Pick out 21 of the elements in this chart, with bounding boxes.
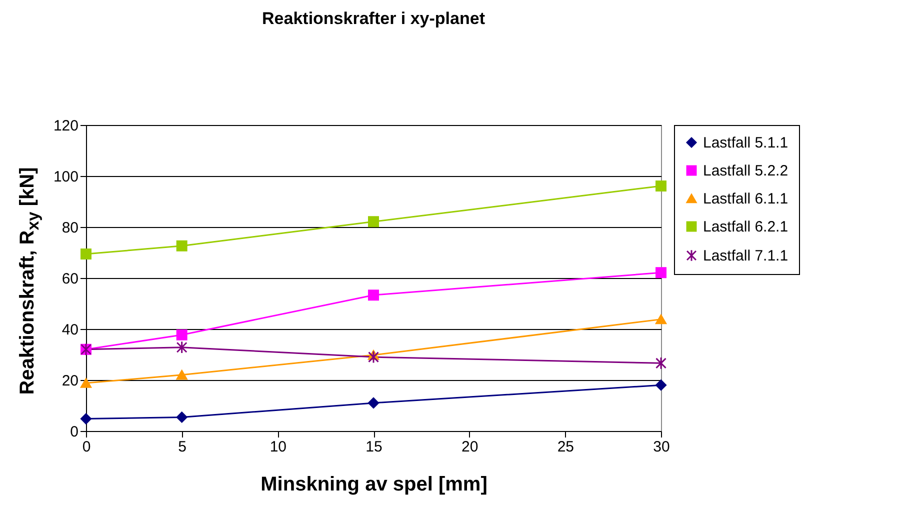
x-tick-label: 10 xyxy=(270,438,287,456)
x-tick-label: 25 xyxy=(557,438,574,456)
x-tick-label: 5 xyxy=(178,438,187,456)
x-tick-label: 0 xyxy=(82,438,91,456)
chart-title: Reaktionskrafter i xy-planet xyxy=(262,9,486,28)
legend-label: Lastfall 5.2.2 xyxy=(703,162,788,180)
y-tick-label: 80 xyxy=(62,220,78,236)
y-tick-label: 40 xyxy=(62,322,78,338)
y-tick-label: 120 xyxy=(53,118,78,134)
y-tick-label: 0 xyxy=(70,424,78,440)
y-tick-label: 60 xyxy=(62,270,78,288)
x-tick-label: 30 xyxy=(653,438,670,456)
legend-label: Lastfall 6.2.1 xyxy=(703,218,788,236)
x-tick-label: 20 xyxy=(461,438,478,456)
y-tick-label: 20 xyxy=(62,372,78,390)
x-tick-label: 15 xyxy=(366,438,382,456)
legend-label: Lastfall 5.1.1 xyxy=(703,134,788,152)
legend-label: Lastfall 7.1.1 xyxy=(703,248,788,264)
legend-label: Lastfall 6.1.1 xyxy=(703,190,788,208)
y-tick-label: 100 xyxy=(53,168,78,186)
x-axis-title: Minskning av spel [mm] xyxy=(260,474,488,496)
